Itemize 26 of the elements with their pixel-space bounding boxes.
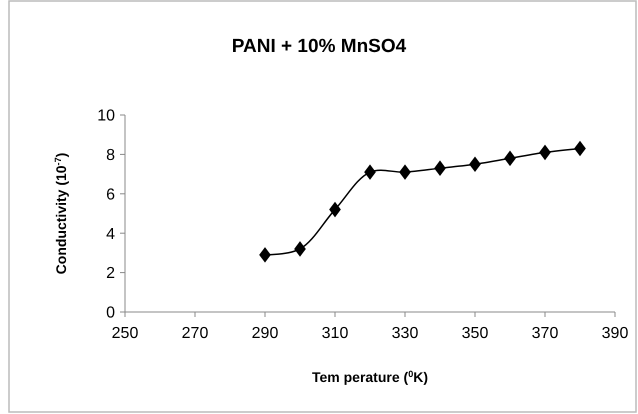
x-axis-title: Tem perature ($^{0}$K) xyxy=(312,369,428,385)
x-tick-label: 330 xyxy=(392,325,418,342)
point xyxy=(329,202,341,218)
x-tick-label: 350 xyxy=(462,325,488,342)
point xyxy=(294,241,306,257)
x-tick-label: 390 xyxy=(602,325,628,342)
point xyxy=(539,144,551,160)
point xyxy=(434,160,446,176)
x-tick-label: 370 xyxy=(532,325,558,342)
x-tick-label: 310 xyxy=(322,325,348,342)
point xyxy=(259,247,271,263)
y-tick-label: 4 xyxy=(106,226,116,243)
x-tick-label: 290 xyxy=(252,325,278,342)
point xyxy=(504,150,516,166)
y-tick-label: 2 xyxy=(106,265,116,282)
point xyxy=(399,164,411,180)
y-tick-label: 10 xyxy=(97,108,116,125)
y-tick-label: 0 xyxy=(106,304,116,322)
y-tick-label: 6 xyxy=(106,186,116,204)
y-tick-label: 8 xyxy=(106,147,116,164)
point xyxy=(469,156,481,172)
point xyxy=(364,164,376,180)
x-tick-label: 270 xyxy=(182,325,208,342)
point xyxy=(574,140,586,156)
chart-title: PANI + 10% MnSO4 xyxy=(232,36,407,57)
x-tick-label: 250 xyxy=(112,325,138,342)
